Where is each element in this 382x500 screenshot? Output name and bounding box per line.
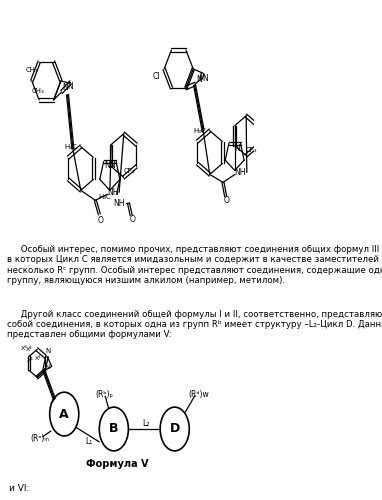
Text: CF₃: CF₃	[123, 168, 135, 174]
Text: H₃C: H₃C	[65, 144, 77, 150]
Text: (Rᵃ)ₘ: (Rᵃ)ₘ	[30, 434, 49, 444]
Text: NH: NH	[113, 198, 125, 207]
Text: O: O	[224, 196, 230, 205]
Text: O: O	[129, 214, 135, 224]
Text: Cl: Cl	[152, 72, 160, 82]
Text: H₃C: H₃C	[193, 128, 206, 134]
Text: H₃C: H₃C	[98, 194, 111, 200]
Text: и VI:: и VI:	[9, 484, 30, 493]
Text: L₂: L₂	[142, 418, 149, 428]
Text: Особый интерес, помимо прочих, представляют соединения общих формул III и IV,
в : Особый интерес, помимо прочих, представл…	[6, 245, 382, 285]
Text: N: N	[62, 84, 68, 92]
Text: O: O	[98, 216, 104, 224]
Text: X³: X³	[20, 346, 27, 351]
Text: Формула V: Формула V	[86, 459, 148, 469]
Text: CH₃: CH₃	[31, 88, 44, 94]
Text: N: N	[202, 74, 208, 83]
Text: Другой класс соединений общей формулы I и II, соответственно, представляют
собой: Другой класс соединений общей формулы I …	[6, 310, 382, 340]
Text: A: A	[60, 408, 69, 420]
Text: N: N	[196, 74, 202, 84]
Text: D: D	[170, 422, 180, 436]
Text: NH: NH	[235, 168, 246, 177]
Text: (Rᵈ)w: (Rᵈ)w	[188, 390, 209, 398]
Text: B: B	[109, 422, 118, 436]
Text: X²: X²	[26, 347, 32, 352]
Text: N: N	[234, 144, 240, 153]
Text: CH₃: CH₃	[26, 67, 39, 73]
Text: NH: NH	[107, 188, 118, 197]
Text: L₁: L₁	[86, 438, 93, 446]
Text: CF₃: CF₃	[246, 146, 257, 152]
Text: X⁴: X⁴	[27, 358, 34, 363]
Text: (Rᵇ)ₚ: (Rᵇ)ₚ	[95, 390, 113, 398]
Text: X¹: X¹	[35, 356, 42, 361]
Text: N: N	[109, 161, 115, 170]
Text: N: N	[67, 82, 73, 92]
Text: N: N	[105, 161, 110, 170]
Text: N: N	[44, 364, 50, 370]
Text: N: N	[46, 348, 51, 354]
